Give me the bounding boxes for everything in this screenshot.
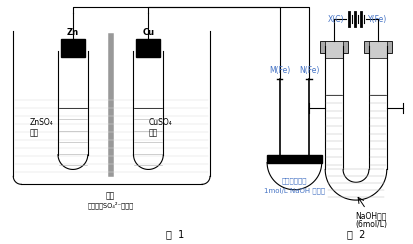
Text: ZnSO₄: ZnSO₄ [29, 118, 53, 127]
Text: 1mol/L NaOH 溶液）: 1mol/L NaOH 溶液） [263, 187, 324, 194]
Bar [325, 41, 342, 58]
Text: 滤纸（滴加了: 滤纸（滴加了 [281, 177, 306, 184]
Text: Zn: Zn [66, 28, 79, 37]
Text: Y(Fe): Y(Fe) [367, 15, 386, 24]
Polygon shape [320, 41, 347, 53]
Text: N(Fe): N(Fe) [299, 66, 319, 75]
Bar [61, 39, 85, 57]
Text: 溶液: 溶液 [148, 128, 157, 137]
Text: Cu: Cu [142, 28, 154, 37]
Text: (6mol/L): (6mol/L) [354, 220, 386, 229]
Text: （只允许SO₄²⁻通过）: （只允许SO₄²⁻通过） [88, 201, 133, 209]
Bar [368, 41, 386, 58]
Bar [266, 155, 321, 163]
Text: 隔膜: 隔膜 [106, 191, 115, 200]
Polygon shape [363, 41, 391, 53]
Text: NaOH溶液: NaOH溶液 [354, 211, 386, 220]
Bar [136, 39, 160, 57]
Text: CuSO₄: CuSO₄ [148, 118, 172, 127]
Text: 图  2: 图 2 [346, 229, 364, 239]
Text: 溶液: 溶液 [29, 128, 38, 137]
Text: M(Fe): M(Fe) [268, 66, 290, 75]
Text: X(C): X(C) [327, 15, 343, 24]
Text: 图  1: 图 1 [166, 229, 184, 239]
